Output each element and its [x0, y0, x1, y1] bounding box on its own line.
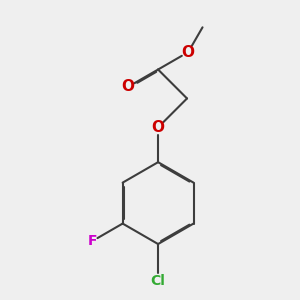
- Text: O: O: [122, 80, 134, 94]
- Text: O: O: [152, 120, 165, 135]
- Text: Cl: Cl: [151, 274, 166, 288]
- Text: O: O: [182, 45, 195, 60]
- Text: F: F: [88, 234, 97, 248]
